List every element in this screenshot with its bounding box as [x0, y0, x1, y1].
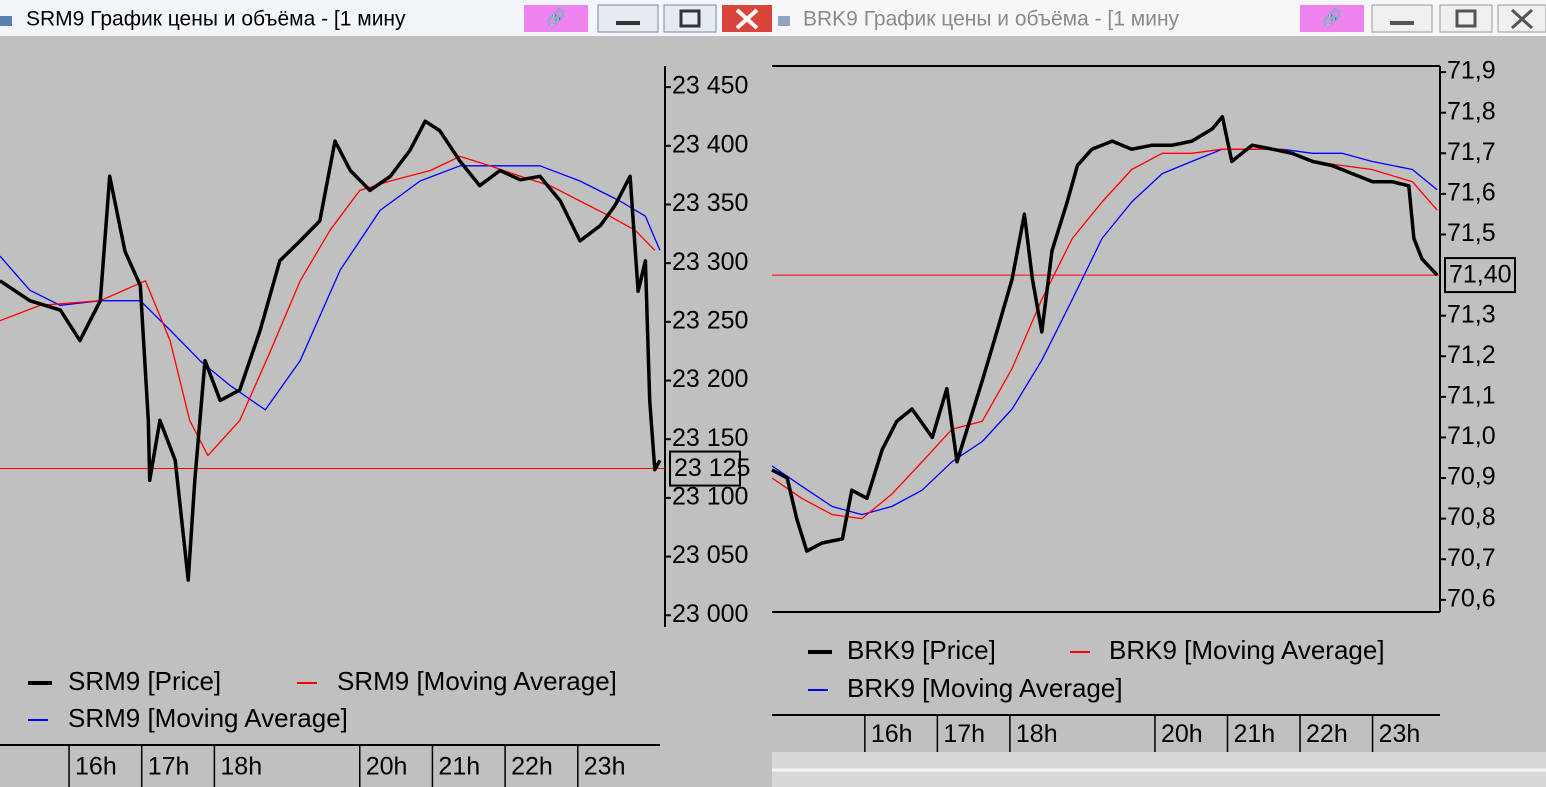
icon: [1510, 8, 1534, 30]
x-tick-label: 21h: [1233, 720, 1275, 748]
icon: [735, 8, 759, 30]
y-tick-label: 23 200: [672, 365, 748, 393]
window-title: BRK9 График цены и объёма - [1 мину: [803, 8, 1180, 31]
y-tick-label: 71,3: [1447, 300, 1496, 328]
window-bg: [772, 0, 1546, 787]
window-icon: [0, 16, 12, 26]
y-tick-label: 23 300: [672, 248, 748, 276]
legend-label: SRM9 [Moving Average]: [68, 703, 348, 733]
y-tick-label: 23 050: [672, 541, 748, 569]
x-tick-label: 22h: [1306, 720, 1348, 748]
maximize-button[interactable]: [1439, 4, 1493, 33]
link-icon: 🔗: [546, 8, 566, 27]
y-tick-label: 23 150: [672, 424, 748, 452]
y-tick-label: 23 250: [672, 306, 748, 334]
legend-label: BRK9 [Moving Average]: [1109, 635, 1385, 665]
x-tick-label: 16h: [871, 720, 913, 748]
window-icon: [778, 16, 790, 26]
x-tick-label: 17h: [943, 720, 985, 748]
current-price-label: 71,40: [1449, 261, 1512, 289]
y-tick-label: 71,5: [1447, 219, 1496, 247]
legend-label: SRM9 [Price]: [68, 666, 221, 696]
link-button[interactable]: [1300, 5, 1364, 32]
series-line: [0, 119, 662, 582]
current-price-label: 23 125: [674, 454, 750, 482]
x-tick-label: 20h: [366, 753, 408, 781]
y-tick-label: 71,1: [1447, 381, 1496, 409]
current-price-box: [1444, 257, 1516, 294]
y-tick-label: 23 450: [672, 72, 748, 100]
icon: [1390, 21, 1414, 25]
y-tick-label: 71,8: [1447, 97, 1496, 125]
series-line: [0, 155, 656, 457]
x-tick-label: 16h: [75, 753, 117, 781]
legend-label: SRM9 [Moving Average]: [337, 666, 617, 696]
link-icon: 🔗: [1322, 8, 1342, 27]
x-tick-label: 18h: [1016, 720, 1058, 748]
x-tick-label: 18h: [220, 753, 262, 781]
y-tick-label: 71,0: [1447, 422, 1496, 450]
maximize-button[interactable]: [663, 4, 717, 33]
series-line: [0, 165, 661, 411]
y-tick-label: 23 400: [672, 130, 748, 158]
x-tick-label: 23h: [584, 753, 626, 781]
y-tick-label: 71,9: [1447, 57, 1496, 85]
y-tick-label: 71,6: [1447, 178, 1496, 206]
legend-label: BRK9 [Moving Average]: [847, 673, 1123, 703]
y-tick-label: 71,7: [1447, 138, 1496, 166]
y-tick-label: 70,8: [1447, 503, 1496, 531]
series-line: [771, 114, 1439, 553]
y-tick-label: 70,7: [1447, 544, 1496, 572]
x-tick-label: 20h: [1161, 720, 1203, 748]
x-tick-label: 22h: [511, 753, 553, 781]
window-title: SRM9 График цены и объёма - [1 мину: [26, 8, 406, 31]
icon: [616, 21, 640, 25]
x-tick-label: 17h: [148, 753, 190, 781]
y-tick-label: 23 000: [672, 600, 748, 628]
y-tick-label: 23 100: [672, 483, 748, 511]
series-line: [771, 148, 1438, 516]
y-tick-label: 70,6: [1447, 584, 1496, 612]
icon: [1455, 9, 1477, 28]
y-tick-label: 70,9: [1447, 463, 1496, 491]
y-tick-label: 71,2: [1447, 341, 1496, 369]
minimize-button[interactable]: [597, 4, 659, 33]
legend-label: BRK9 [Price]: [847, 635, 996, 665]
y-tick-label: 23 350: [672, 189, 748, 217]
current-price-box: [669, 450, 741, 487]
icon: [679, 9, 701, 28]
x-tick-label: 23h: [1379, 720, 1421, 748]
link-button[interactable]: [524, 5, 588, 32]
window-bg: [0, 0, 772, 787]
minimize-button[interactable]: [1371, 4, 1433, 33]
x-tick-label: 21h: [438, 753, 480, 781]
